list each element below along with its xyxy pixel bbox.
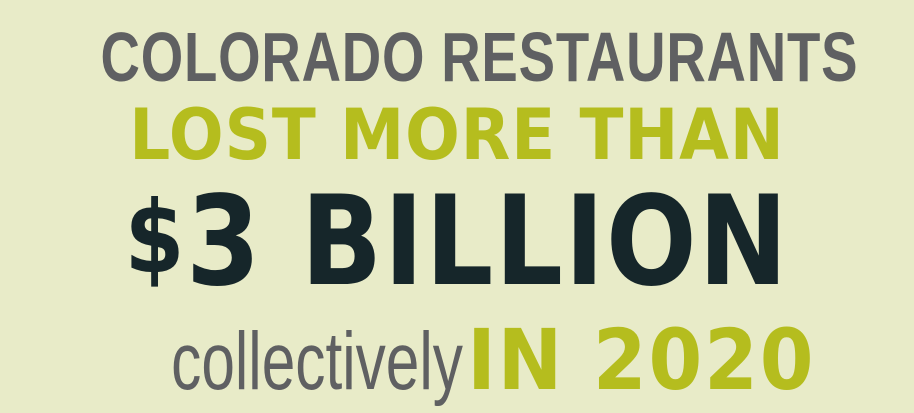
amount-text: 3 BILLION: [186, 170, 790, 314]
headline-line-2: LOST MORE THAN: [129, 94, 785, 176]
qualifier-text: collectively: [171, 316, 464, 407]
headline-line-4: collectivelyIN 2020: [37, 318, 878, 403]
dollar-sign: $: [124, 179, 187, 296]
year-text: IN 2020: [467, 311, 816, 409]
headline-line-1: COLORADO RESTAURANTS: [100, 18, 859, 96]
headline-amount: $3 BILLION: [64, 180, 850, 304]
